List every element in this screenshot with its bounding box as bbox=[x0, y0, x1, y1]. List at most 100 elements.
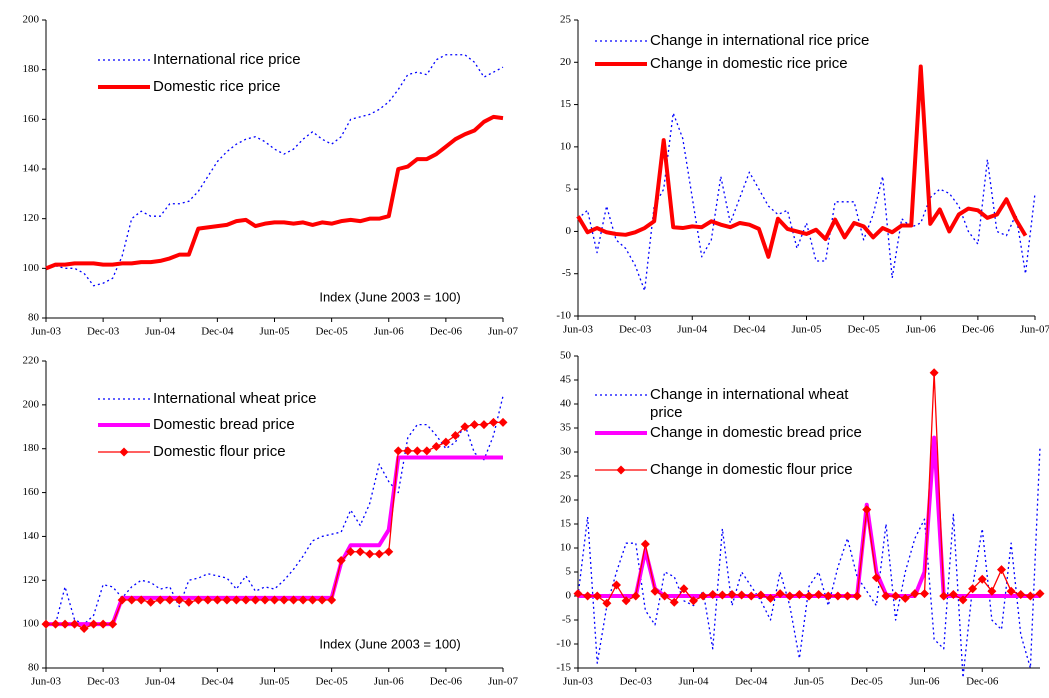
y-tick-label: 20 bbox=[560, 494, 572, 506]
marker bbox=[412, 446, 422, 456]
legend-label: Change in domestic bread price bbox=[650, 424, 862, 441]
y-tick-label: -10 bbox=[556, 638, 571, 650]
x-tick-label: Jun-03 bbox=[563, 324, 593, 336]
y-tick-label: 140 bbox=[23, 163, 40, 175]
y-tick-label: 180 bbox=[23, 63, 40, 75]
marker bbox=[165, 595, 175, 605]
series-line bbox=[45, 114, 504, 271]
marker bbox=[891, 591, 901, 601]
y-tick-label: 45 bbox=[560, 374, 572, 386]
marker bbox=[852, 591, 862, 601]
marker bbox=[804, 591, 814, 601]
x-tick-label: Jun-06 bbox=[910, 676, 940, 688]
y-tick-label: -5 bbox=[562, 614, 572, 626]
panel: -10 -5 0 5 10 15 20 25 Jun-03 Dec-03 Jun-04 Dec-04 J… bbox=[556, 14, 1049, 336]
legend-label: Change in domestic rice price bbox=[650, 55, 848, 72]
marker bbox=[881, 591, 891, 601]
marker bbox=[488, 417, 498, 427]
legend-item: Domestic flour price bbox=[153, 443, 286, 460]
marker bbox=[746, 591, 756, 601]
x-tick-label: Jun-06 bbox=[906, 324, 936, 336]
legend-item: Change in international wheat price bbox=[650, 386, 848, 421]
x-tick-label: Jun-04 bbox=[145, 676, 175, 688]
x-tick-label: Dec-05 bbox=[315, 676, 348, 688]
x-tick-label: Dec-06 bbox=[430, 676, 463, 688]
marker bbox=[108, 619, 118, 629]
x-tick-label: Dec-03 bbox=[620, 676, 653, 688]
marker bbox=[355, 547, 365, 557]
x-tick-label: Jun-05 bbox=[260, 326, 290, 338]
marker bbox=[958, 595, 968, 605]
marker bbox=[117, 595, 127, 605]
y-tick-label: 180 bbox=[23, 442, 40, 454]
y-tick-label: 200 bbox=[23, 398, 40, 410]
marker bbox=[127, 595, 137, 605]
marker bbox=[308, 595, 318, 605]
x-tick-label: Dec-04 bbox=[201, 326, 234, 338]
marker bbox=[920, 589, 929, 599]
marker bbox=[592, 591, 602, 601]
series-line bbox=[576, 64, 1028, 259]
marker bbox=[431, 442, 441, 452]
y-tick-label: 160 bbox=[23, 113, 40, 125]
y-tick-label: 10 bbox=[560, 542, 572, 554]
series-line bbox=[577, 447, 1041, 679]
y-tick-label: 100 bbox=[23, 262, 40, 274]
x-tick-label: Jun-06 bbox=[374, 326, 404, 338]
marker bbox=[843, 591, 852, 601]
marker bbox=[422, 446, 432, 456]
marker bbox=[222, 595, 232, 605]
marker bbox=[260, 595, 270, 605]
marker bbox=[669, 597, 679, 607]
x-tick-label: Jun-04 bbox=[679, 676, 709, 688]
marker bbox=[136, 595, 146, 605]
marker bbox=[441, 437, 451, 447]
x-tick-label: Jun-03 bbox=[31, 676, 61, 688]
legend-label: Change in domestic flour price bbox=[650, 461, 853, 478]
marker bbox=[346, 547, 356, 557]
legend-item: Change in domestic rice price bbox=[650, 55, 848, 72]
annotation: Index (June 2003 = 100) bbox=[319, 636, 460, 651]
marker bbox=[612, 580, 621, 590]
marker bbox=[70, 619, 80, 629]
y-tick-label: -15 bbox=[556, 662, 571, 674]
marker bbox=[155, 595, 165, 605]
legend-label: Domestic bread price bbox=[153, 416, 295, 433]
panel: -15 -10 -5 0 5 10 15 20 25 30 35 40 45 50 Jun-03 Dec-03… bbox=[556, 350, 1045, 688]
y-tick-label: 160 bbox=[23, 486, 40, 498]
marker bbox=[98, 619, 108, 629]
y-tick-label: -5 bbox=[562, 267, 572, 279]
y-tick-label: 50 bbox=[560, 350, 572, 362]
y-tick-label: 5 bbox=[566, 566, 572, 578]
marker bbox=[279, 595, 289, 605]
legend-item: Change in international rice price bbox=[650, 32, 869, 49]
marker bbox=[184, 597, 194, 607]
marker bbox=[250, 595, 260, 605]
marker bbox=[193, 595, 203, 605]
y-tick-label: 25 bbox=[560, 470, 572, 482]
marker bbox=[336, 556, 346, 566]
y-tick-label: 15 bbox=[560, 518, 572, 530]
x-tick-label: Jun-05 bbox=[792, 324, 822, 336]
marker bbox=[384, 547, 394, 557]
marker bbox=[679, 584, 689, 594]
y-tick-label: 15 bbox=[560, 98, 572, 110]
x-tick-label: Dec-03 bbox=[87, 676, 120, 688]
marker bbox=[929, 368, 939, 378]
marker bbox=[51, 619, 61, 629]
legend-item: Change in domestic flour price bbox=[650, 461, 853, 478]
legend-item: Domestic rice price bbox=[153, 78, 281, 95]
y-tick-label: 200 bbox=[23, 14, 40, 26]
marker bbox=[498, 417, 508, 427]
series-line bbox=[577, 112, 1036, 292]
x-tick-label: Dec-04 bbox=[735, 676, 768, 688]
marker bbox=[241, 595, 251, 605]
marker bbox=[987, 586, 997, 596]
marker bbox=[403, 446, 413, 456]
marker bbox=[270, 595, 279, 605]
marker bbox=[203, 595, 213, 605]
marker bbox=[756, 590, 766, 600]
x-tick-label: Jun-04 bbox=[677, 324, 707, 336]
marker bbox=[450, 431, 460, 441]
x-tick-label: Dec-04 bbox=[733, 324, 766, 336]
